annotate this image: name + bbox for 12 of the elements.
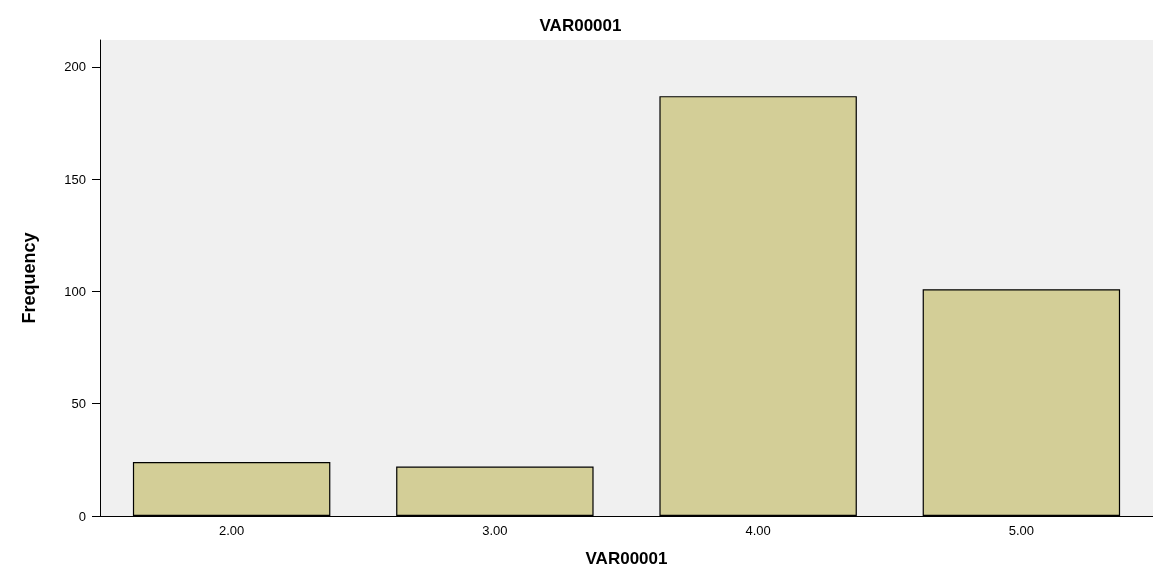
- x-axis-title: VAR00001: [585, 549, 668, 568]
- x-tick-label: 4.00: [745, 523, 771, 538]
- x-tick-label: 3.00: [482, 523, 508, 538]
- x-tick-label: 5.00: [1008, 523, 1035, 538]
- chart-title: VAR00001: [539, 16, 622, 35]
- x-tick-label: 2.00: [218, 523, 245, 538]
- y-tick-label: 200: [64, 59, 86, 75]
- y-tick-label: 50: [71, 396, 86, 412]
- y-tick-label: 0: [78, 508, 86, 524]
- y-tick-label: 100: [64, 283, 86, 299]
- y-tick-label: 150: [64, 171, 86, 187]
- y-axis-title: Frequency: [19, 232, 39, 324]
